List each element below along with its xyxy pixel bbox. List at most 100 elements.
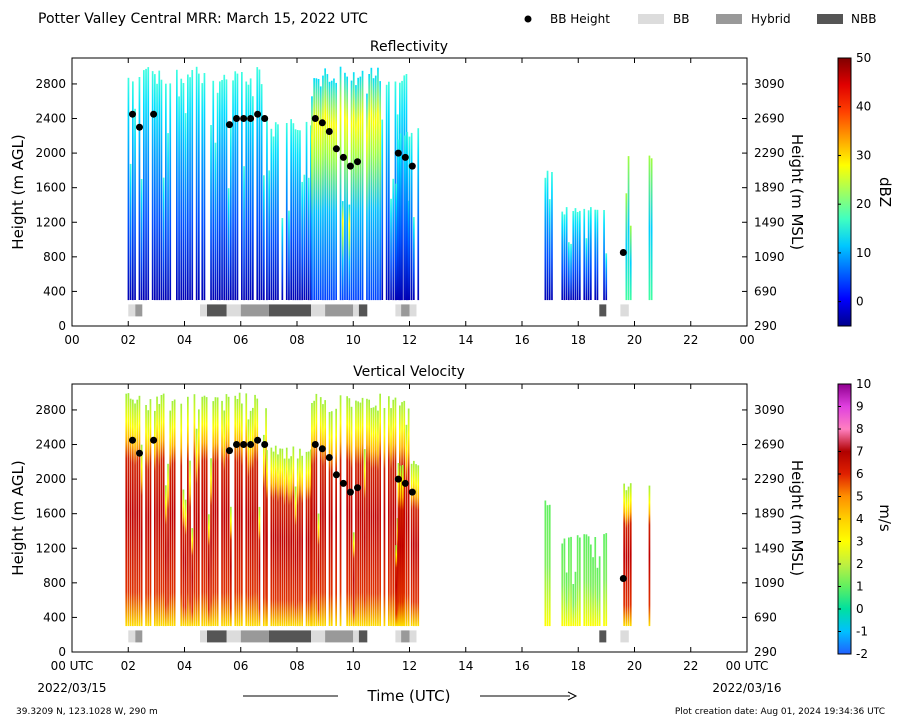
precip-column	[395, 545, 398, 626]
bb-type-segment	[358, 304, 368, 317]
precip-column	[348, 398, 351, 627]
precip-column	[263, 434, 265, 627]
precip-column	[372, 78, 375, 301]
precip-column	[147, 410, 150, 627]
y-right-tick-label: 1890	[754, 181, 785, 195]
bb-height-point	[150, 110, 158, 118]
precip-column	[587, 536, 590, 626]
precip-column	[650, 158, 653, 301]
legend-bb-height-label: BB Height	[550, 12, 610, 26]
precip-column	[198, 409, 200, 626]
precip-column	[401, 80, 403, 301]
velocity-colorbar-label: m/s	[876, 504, 894, 532]
precip-segment	[561, 533, 608, 627]
bb-type-segment	[353, 304, 359, 317]
bb-height-point	[311, 115, 319, 122]
precip-column	[191, 70, 194, 300]
precip-column	[138, 395, 141, 627]
precip-segment	[544, 170, 553, 301]
precip-column	[576, 212, 579, 300]
precip-column	[238, 392, 241, 627]
y-right-tick-label: 2690	[754, 112, 785, 126]
colorbar-tick-label: 40	[856, 100, 871, 114]
precip-column	[413, 460, 415, 627]
precip-column	[385, 84, 388, 300]
precip-column	[648, 155, 651, 301]
creation-date-text: Plot creation date: Aug 01, 2024 19:34:3…	[675, 707, 885, 717]
precip-segment	[623, 483, 632, 627]
precip-column	[648, 485, 651, 627]
y-right-tick-label: 690	[754, 610, 777, 624]
precip-column	[230, 506, 232, 627]
precip-column	[296, 130, 299, 301]
legend-bb-height-marker	[524, 15, 532, 23]
precip-column	[198, 73, 200, 300]
precip-column	[377, 410, 379, 626]
precip-column	[313, 400, 315, 627]
y-tick-label: 1200	[35, 215, 66, 229]
bb-type-segment	[395, 304, 401, 317]
precip-column	[252, 96, 254, 300]
precip-column	[203, 395, 206, 627]
precip-column	[344, 72, 346, 300]
precip-column	[583, 208, 586, 300]
bb-type-segment	[207, 630, 227, 643]
precip-column	[221, 400, 223, 627]
precip-column	[147, 67, 150, 300]
velocity-title: Vertical Velocity	[353, 364, 465, 380]
precip-column	[324, 68, 326, 301]
precip-column	[227, 188, 230, 301]
bb-height-point	[226, 447, 233, 455]
reflectivity-colorbar: 0 10 20 30 40 50	[837, 51, 871, 327]
x-tick-label: 12	[402, 333, 417, 347]
precip-column	[315, 393, 318, 627]
precip-column	[348, 204, 351, 301]
precip-column	[392, 399, 395, 627]
precip-column	[377, 67, 379, 301]
y-right-tick-label: 1490	[754, 541, 785, 555]
bb-height-point	[325, 128, 333, 135]
bb-height-point	[318, 119, 326, 127]
legend-hybrid-label: Hybrid	[751, 12, 791, 26]
bb-type-segment	[207, 304, 227, 317]
precip-column	[397, 139, 400, 301]
precip-column	[234, 395, 237, 626]
precip-column	[406, 131, 409, 301]
y-right-tick-label: 1090	[754, 576, 785, 590]
precip-column	[272, 451, 275, 627]
precip-column	[178, 96, 180, 301]
precip-column	[417, 128, 420, 301]
precip-column	[627, 156, 630, 301]
bb-type-segment	[395, 630, 401, 643]
precip-column	[394, 397, 397, 627]
x-tick-label: 10	[346, 333, 361, 347]
precip-column	[285, 447, 288, 627]
precip-column	[366, 93, 368, 300]
x-axis-label: Time (UTC)	[367, 687, 451, 705]
y-tick-label: 2400	[35, 112, 66, 126]
bb-height-point	[247, 115, 255, 122]
precip-column	[585, 534, 588, 627]
bb-height-point	[318, 445, 326, 453]
precip-column	[596, 209, 599, 301]
precip-column	[388, 81, 390, 301]
bb-height-point	[136, 123, 143, 131]
precip-column	[162, 393, 165, 627]
precip-column	[587, 210, 590, 301]
bb-type-segment	[401, 304, 410, 317]
precip-column	[151, 71, 154, 300]
precip-column	[605, 533, 608, 626]
x-tick-label: 14	[458, 333, 473, 347]
precip-column	[383, 408, 386, 627]
precip-column	[180, 403, 183, 627]
precip-column	[290, 456, 292, 626]
precip-column	[568, 242, 570, 301]
precip-column	[134, 108, 136, 300]
precip-column	[355, 400, 357, 626]
precip-column	[134, 403, 136, 626]
y-right-tick-label: 2290	[754, 146, 785, 160]
precip-column	[225, 394, 228, 627]
bb-type-segment	[240, 630, 269, 643]
precip-column	[129, 163, 132, 300]
bb-type-segment	[268, 304, 312, 317]
